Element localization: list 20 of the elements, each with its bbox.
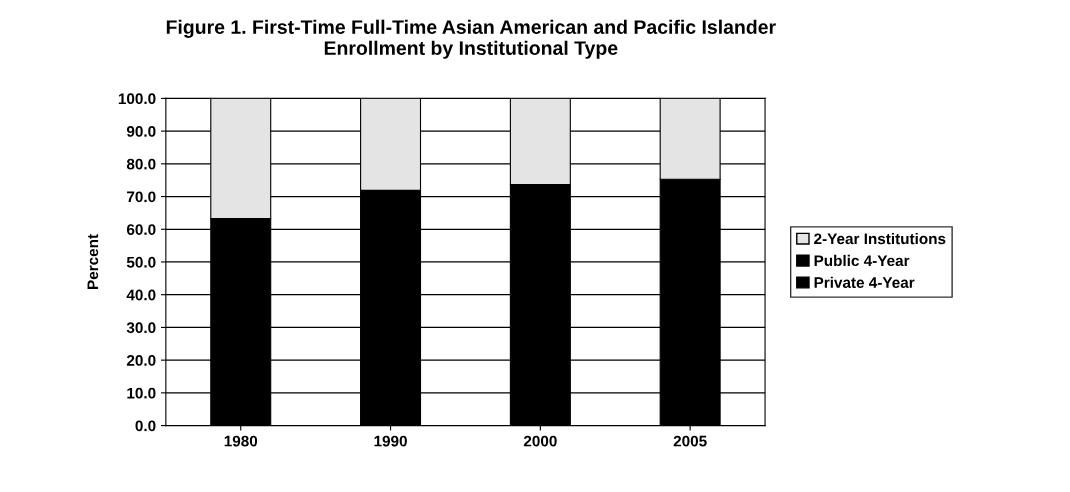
x-tick-label: 1990 [374,435,407,447]
legend-label: Private 4-Year [814,276,915,288]
y-tick-label: 30.0 [126,322,156,334]
y-tick-label: 60.0 [126,224,156,235]
y-tick-label: 90.0 [126,125,156,137]
y-tick-label: 80.0 [126,158,156,170]
y-tick-label: 70.0 [127,191,156,203]
legend-label: Public 4-Year [814,254,910,267]
y-tick-label: 10.0 [127,387,156,399]
x-tick-label: 2005 [673,435,707,447]
y-tick-label: 50.0 [126,256,156,268]
y-tick-label: 0.0 [135,420,156,432]
y-axis-title: Percent [87,234,99,289]
y-tick-label: 40.0 [126,289,156,301]
y-tick-label: 100.0 [118,93,156,105]
legend-label: 2-Year Institutions [814,232,946,245]
y-tick-label: 20.0 [126,355,156,366]
chart-title: Figure 1. First-Time Full-Time Asian American and Pacific Islander Enrollment by Institutional Type [166,19,776,59]
x-tick-label: 1980 [224,435,258,447]
x-tick-label: 2000 [523,435,557,447]
